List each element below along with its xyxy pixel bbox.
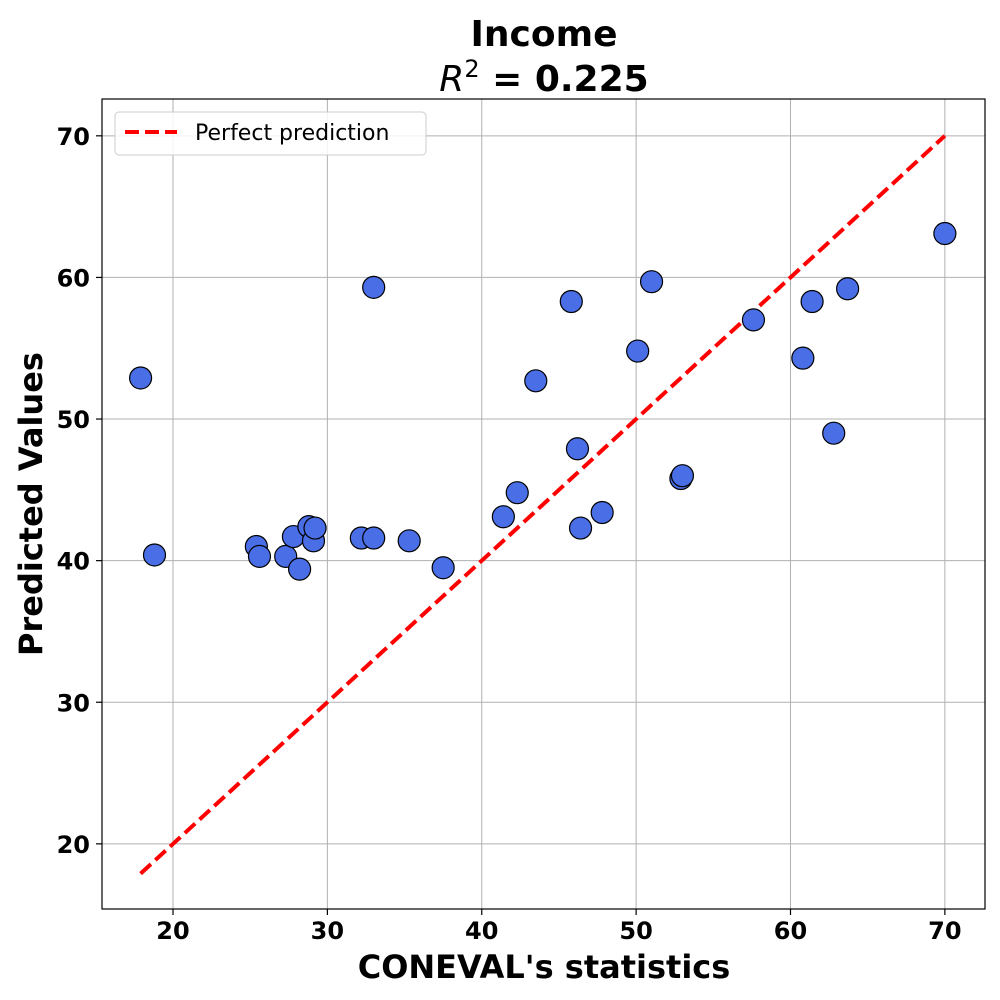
- y-axis-label: Predicted Values: [12, 352, 50, 656]
- data-point: [822, 421, 846, 445]
- data-point: [505, 481, 529, 505]
- data-point: [933, 221, 957, 246]
- data-point: [626, 339, 650, 363]
- data-point: [142, 543, 167, 567]
- data-point: [303, 516, 327, 540]
- data-point: [128, 366, 153, 390]
- y-tick-label: 50: [57, 406, 90, 434]
- legend: Perfect prediction: [114, 111, 427, 156]
- x-tick-label: 70: [928, 917, 961, 945]
- plot-frame: [101, 98, 986, 910]
- data-point: [524, 369, 548, 393]
- data-point: [559, 289, 583, 314]
- data-point: [431, 556, 455, 580]
- y-tick-label: 70: [57, 123, 90, 151]
- x-tick-label: 40: [465, 917, 498, 945]
- data-point: [287, 557, 312, 581]
- r-squared-exponent: 2: [464, 55, 479, 83]
- data-point: [836, 277, 860, 301]
- data-point: [565, 437, 590, 461]
- data-point: [590, 500, 614, 525]
- data-point: [639, 270, 664, 294]
- data-point: [397, 529, 421, 553]
- x-ticks: 20 30 40 50 60 70: [156, 909, 962, 945]
- chart-title: Income: [470, 14, 617, 55]
- x-tick-label: 50: [619, 917, 652, 945]
- legend-label: Perfect prediction: [195, 121, 389, 146]
- data-point: [362, 275, 386, 299]
- data-point: [670, 464, 695, 488]
- y-tick-label: 30: [57, 689, 90, 717]
- line-layer: [139, 134, 947, 876]
- x-axis-label: CONEVAL's statistics: [358, 948, 731, 986]
- data-point: [247, 544, 272, 568]
- data-point: [741, 308, 766, 332]
- x-tick-label: 60: [774, 917, 807, 945]
- x-tick-label: 30: [311, 917, 344, 945]
- legend-box: [114, 111, 427, 156]
- data-point: [800, 289, 824, 314]
- perfect-prediction-line: [139, 134, 947, 876]
- y-ticks: 20 30 40 50 60 70: [57, 123, 102, 859]
- data-point: [362, 526, 386, 550]
- r-squared-value: = 0.225: [480, 59, 649, 100]
- data-point: [791, 346, 815, 370]
- data-point: [491, 505, 515, 529]
- x-tick-label: 20: [156, 917, 189, 945]
- point-layer: [128, 221, 957, 581]
- y-tick-label: 20: [57, 831, 90, 859]
- chart-subtitle: R2 = 0.225: [439, 55, 648, 100]
- y-tick-label: 60: [57, 264, 90, 292]
- y-tick-label: 40: [57, 548, 90, 576]
- r-squared-symbol: R: [439, 59, 464, 100]
- data-point: [568, 516, 593, 540]
